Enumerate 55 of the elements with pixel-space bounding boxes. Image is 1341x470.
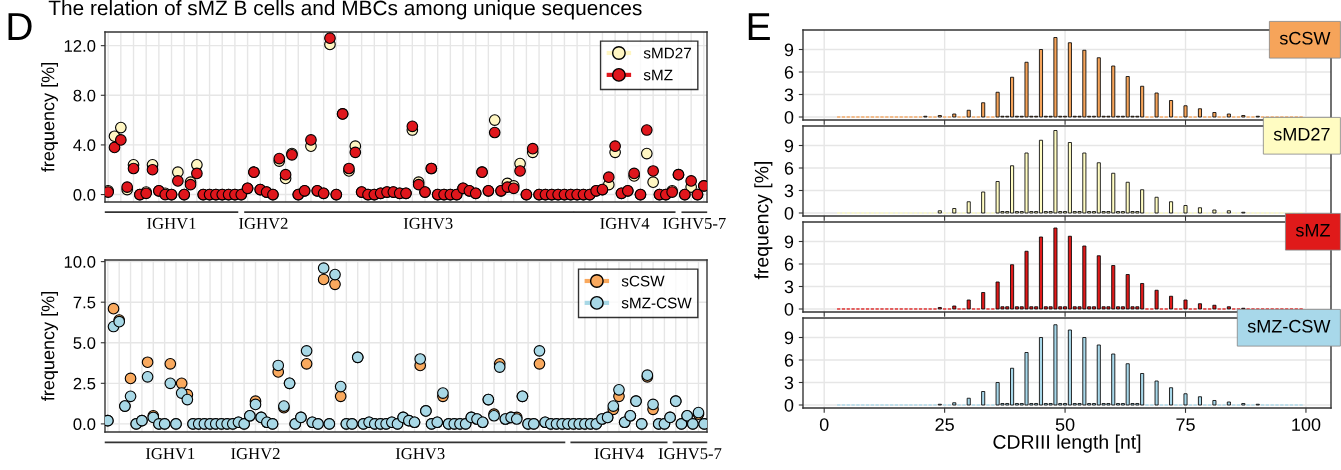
y-tick-label: 9: [784, 235, 794, 249]
text: IGHV2: [239, 217, 288, 230]
y-tick-label: 0: [784, 398, 794, 412]
text: sMD27: [1273, 127, 1330, 141]
y-tick-label: 4.0: [73, 139, 96, 152]
y-tick-label: 6: [784, 161, 794, 175]
y-tick-label: 9: [784, 139, 794, 153]
text: IGHV4: [600, 217, 650, 230]
text: E: [748, 13, 770, 40]
y-tick-label: 2.5: [73, 377, 96, 390]
legend-label: sMZ-CSW: [621, 297, 692, 309]
text: IGHV4: [594, 448, 644, 460]
text: sMZ-CSW: [1247, 319, 1331, 333]
text: IGHV3: [395, 448, 445, 460]
x-tick-label: 50: [1055, 418, 1075, 431]
text: sCSW: [1279, 31, 1331, 45]
y-tick-label: 3: [784, 280, 794, 294]
x-axis-title: CDRIII length [nt]: [993, 434, 1141, 453]
x-tick-label: 100: [1292, 418, 1321, 431]
y-tick-label: 12.0: [64, 40, 96, 52]
text: IGHV3: [403, 217, 453, 230]
text: IGHV1: [145, 448, 195, 460]
y-axis-title: frequency [%]: [41, 63, 58, 172]
y-tick-label: 0.0: [73, 418, 96, 431]
y-tick-label: 6: [784, 65, 794, 79]
text: sMZ: [1295, 224, 1330, 237]
y-tick-label: 6: [784, 257, 794, 271]
y-tick-label: 6: [784, 353, 794, 367]
y-tick-label: 0.0: [73, 188, 96, 201]
text: IGHV1: [147, 217, 196, 230]
y-tick-label: 0: [784, 110, 794, 124]
legend-label: sCSW: [621, 275, 665, 287]
y-tick-label: 9: [784, 43, 794, 57]
y-tick-label: 3: [784, 88, 794, 102]
text: D: [8, 13, 32, 40]
legend-label: sMZ: [643, 69, 673, 81]
y-tick-label: 10.0: [64, 256, 96, 268]
y-tick-label: 3: [784, 376, 794, 390]
x-tick-label: 25: [935, 418, 954, 431]
y-tick-label: 0: [784, 206, 794, 220]
y-tick-label: 8.0: [73, 89, 96, 102]
y-tick-label: 9: [784, 331, 794, 345]
y-axis-title: frequency [%]: [754, 161, 773, 280]
y-tick-label: 5.0: [73, 337, 96, 349]
text: IGHV5-7: [662, 217, 726, 230]
y-tick-label: 7.5: [73, 296, 96, 309]
text: IGHV2: [231, 448, 280, 460]
text: IGHV5-7: [658, 448, 722, 460]
y-tick-label: 0: [784, 302, 794, 316]
x-tick-label: 0: [819, 418, 829, 431]
x-tick-label: 75: [1176, 418, 1195, 431]
y-tick-label: 3: [784, 184, 794, 198]
y-axis-title: frequency [%]: [41, 292, 58, 401]
text: The relation of sMZ B cells and MBCs among unique sequences: [48, 0, 642, 20]
legend-label: sMD27: [643, 47, 691, 59]
